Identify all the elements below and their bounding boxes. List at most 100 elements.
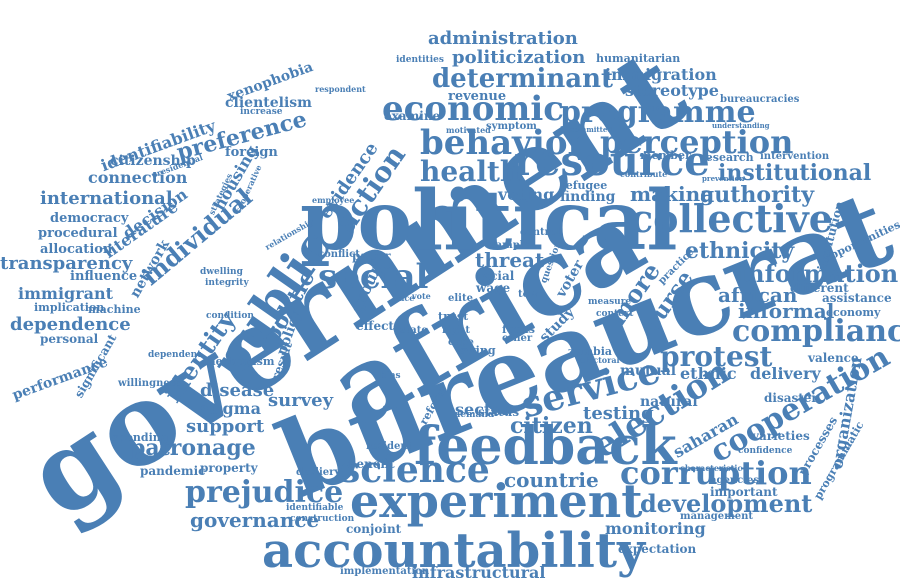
word: benefit — [348, 457, 395, 471]
word: effect — [356, 319, 394, 333]
word: immigrant — [18, 284, 114, 303]
word: perception — [600, 123, 794, 161]
word: increase — [240, 107, 283, 117]
word: influence — [70, 269, 138, 284]
word: racial — [476, 269, 515, 283]
word: sample — [490, 240, 530, 251]
word: symptom — [486, 121, 537, 132]
word: control — [520, 227, 561, 238]
word: ethnicity — [685, 238, 795, 264]
word: race — [395, 293, 415, 303]
word: other — [502, 333, 533, 344]
word: management — [680, 511, 753, 522]
word: mutual — [620, 363, 677, 379]
word: making — [630, 182, 715, 206]
word: humanitarian — [596, 52, 681, 65]
word: behavior — [420, 123, 586, 163]
word: confidence — [738, 446, 793, 456]
word: transparency — [0, 253, 133, 274]
word: feedback — [414, 416, 677, 477]
word: dependence — [10, 314, 131, 335]
word: spending — [112, 431, 169, 444]
word: resident — [366, 441, 413, 452]
word: administration — [428, 28, 578, 49]
word: context — [596, 309, 634, 319]
word: wage — [476, 281, 511, 295]
word: resource — [514, 138, 710, 185]
word: understanding — [712, 121, 770, 130]
word: dependent — [148, 350, 202, 360]
word: connection — [88, 168, 188, 187]
word: committed — [570, 125, 613, 134]
word: agencies — [710, 475, 759, 486]
word: cape — [448, 337, 474, 348]
word: town — [518, 289, 546, 300]
word: protest — [660, 340, 773, 373]
word: pandemic — [140, 464, 206, 478]
word: implication — [34, 301, 105, 314]
word: implementation — [340, 566, 430, 577]
word: immigration — [605, 65, 717, 84]
word: authority — [700, 182, 814, 208]
word: conflict — [318, 249, 360, 260]
word: determinant — [432, 64, 614, 94]
word: respondent — [315, 84, 366, 94]
word: different — [790, 281, 849, 295]
word: bureaucracies — [720, 94, 800, 105]
word: valence — [808, 351, 859, 365]
word: devliery — [296, 467, 341, 478]
word: machine — [88, 303, 141, 316]
word: monitoring — [605, 519, 706, 538]
word: zambia — [568, 345, 613, 358]
word: revenue — [448, 89, 507, 104]
word: countrie — [504, 468, 599, 492]
word: economic — [382, 89, 565, 129]
word: finding — [560, 189, 616, 205]
word: assistance — [822, 291, 892, 305]
word: stereotype — [625, 81, 719, 100]
word: international — [40, 188, 173, 209]
word: survey — [268, 390, 334, 411]
word: identities — [396, 55, 444, 65]
word: research — [700, 151, 754, 164]
word: experiment — [350, 474, 643, 528]
word: informal — [738, 299, 835, 323]
word: mechanism — [204, 355, 275, 368]
word: african — [718, 283, 798, 307]
word: measure — [588, 297, 632, 307]
word: willingness — [118, 378, 181, 389]
word: citizenship — [110, 153, 196, 169]
word: prevention — [702, 174, 745, 183]
word: governance — [190, 508, 320, 532]
word: institutional — [718, 160, 872, 186]
word: democracy — [50, 211, 129, 226]
word: threat — [475, 248, 545, 272]
word: sector — [455, 400, 511, 419]
word: expectation — [618, 542, 697, 556]
word: state — [400, 325, 428, 336]
word: disease — [200, 380, 275, 401]
word: characteristic — [680, 463, 743, 473]
word: infrastructural — [412, 563, 546, 582]
word: conjoint — [346, 522, 402, 536]
word: intervention — [760, 151, 830, 162]
word: trust — [438, 310, 469, 323]
word: refugee — [560, 179, 608, 192]
word: property — [200, 461, 258, 475]
word: clientelism — [225, 95, 312, 111]
word: electoral — [580, 355, 620, 365]
word: corruption — [620, 454, 812, 492]
word: health — [420, 155, 521, 188]
word: right — [442, 325, 470, 336]
word: procedural — [38, 226, 118, 241]
word: swing — [460, 344, 496, 357]
word: programme — [560, 95, 756, 130]
word: status — [478, 405, 520, 419]
word: elite — [448, 293, 473, 304]
word: social — [318, 257, 429, 297]
word: construction — [290, 514, 355, 524]
word: foreign — [225, 145, 278, 160]
word: voting — [498, 185, 555, 204]
word: varieties — [752, 429, 810, 443]
